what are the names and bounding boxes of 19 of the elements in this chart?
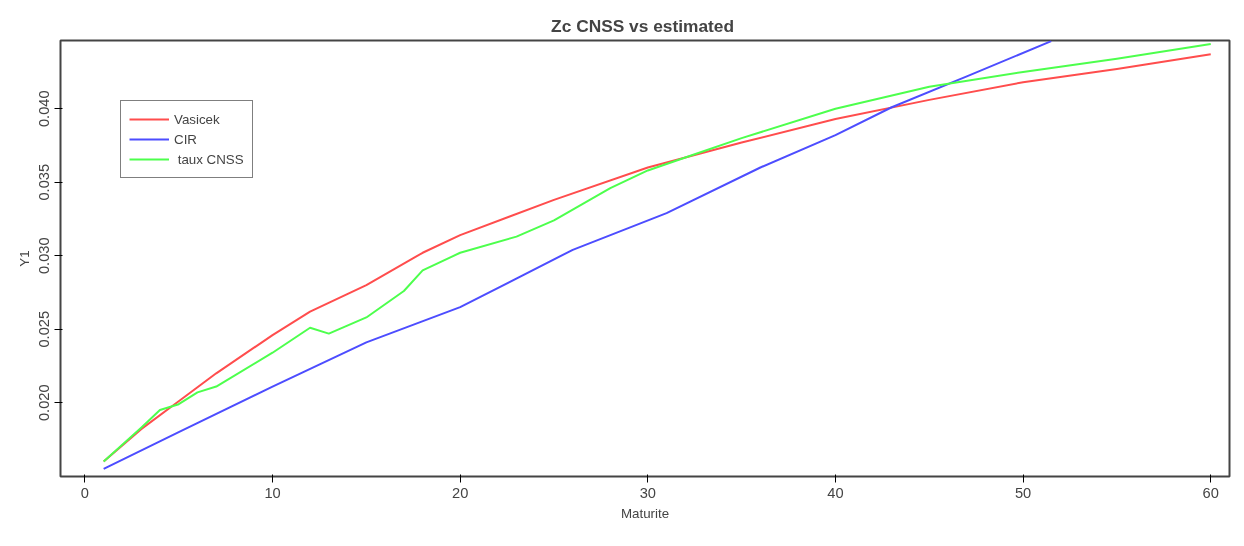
y-tick-label: 0.020 xyxy=(36,384,53,422)
y-axis-title: Y1 xyxy=(16,250,32,267)
x-tick-label: 10 xyxy=(264,484,281,501)
chart-title: Zc CNSS vs estimated xyxy=(551,15,735,36)
x-axis-title: Maturite xyxy=(620,505,670,521)
line-series xyxy=(102,40,1053,470)
y-tick-label: 0.030 xyxy=(36,237,53,275)
legend-label: taux CNSS xyxy=(176,151,244,167)
y-tick-label: 0.035 xyxy=(36,163,53,201)
x-tick-label: 20 xyxy=(452,484,469,501)
legend-label: Vasicek xyxy=(174,111,220,127)
x-tick-label: 30 xyxy=(639,484,656,501)
x-tick-label: 40 xyxy=(827,484,844,501)
y-tick-label: 0.040 xyxy=(36,90,53,128)
legend-label: CIR xyxy=(174,131,197,147)
x-tick-label: 60 xyxy=(1202,484,1219,501)
y-tick-label: 0.025 xyxy=(36,310,53,348)
x-tick-label: 50 xyxy=(1014,484,1032,501)
x-tick-label: 0 xyxy=(80,484,89,501)
